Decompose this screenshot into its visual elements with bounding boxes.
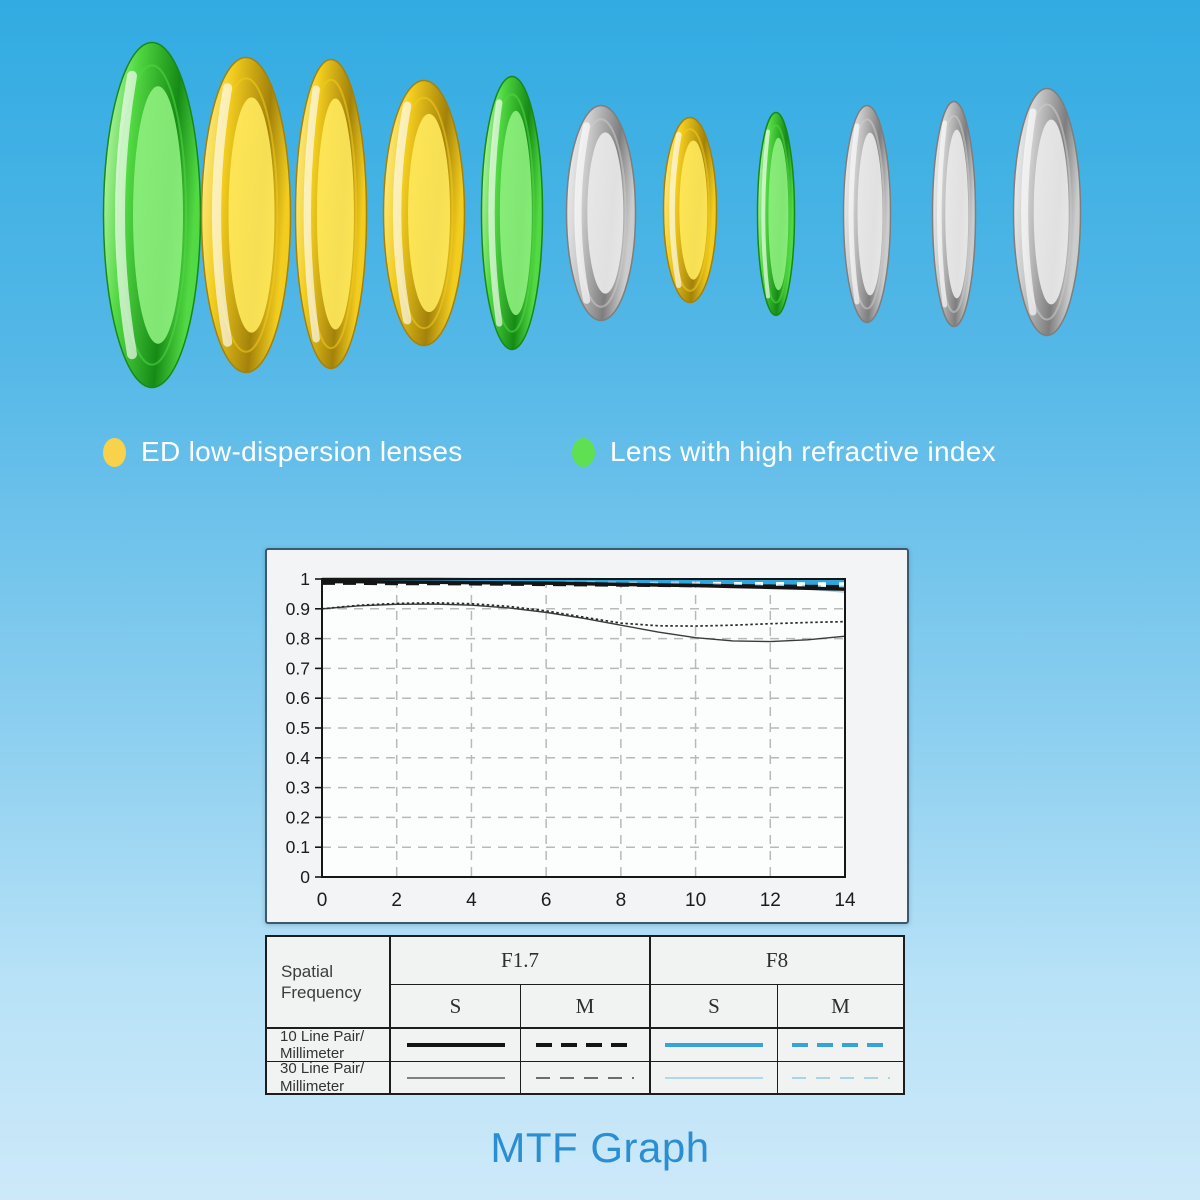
x-tick-label: 10 (685, 890, 706, 911)
line-sample-f8-m-30lp (778, 1062, 903, 1093)
lens-element-7-icon (662, 116, 718, 309)
x-tick-label: 4 (466, 890, 477, 911)
table-subheader-m: M (521, 985, 651, 1029)
y-tick-label: 0 (300, 867, 310, 887)
mtf-curve (322, 581, 846, 589)
table-group-f1.7: F1.7 (391, 937, 651, 985)
line-sample-f1.7-m-10lp (521, 1029, 651, 1062)
y-tick-label: 0.9 (286, 599, 310, 619)
lens-element-2-icon (200, 56, 292, 379)
legend-label: ED low-dispersion lenses (141, 436, 463, 467)
y-tick-label: 0.5 (286, 718, 310, 738)
x-tick-label: 12 (760, 890, 781, 911)
line-sample-f1.7-s-30lp (391, 1062, 521, 1093)
lens-element-8-icon (756, 111, 796, 322)
lens-element-9-icon (842, 104, 892, 329)
mtf-curve (321, 601, 846, 627)
line-sample-f8-m-10lp (778, 1029, 903, 1062)
lens-element-11-icon (1012, 87, 1082, 342)
y-tick-label: 0.6 (286, 688, 310, 708)
line-sample-f8-s-10lp (651, 1029, 778, 1062)
lens-legend: ED low-dispersion lenses Lens with high … (0, 436, 1200, 476)
table-subheader-m: M (778, 985, 903, 1029)
table-subheader-s: S (651, 985, 778, 1029)
y-tick-label: 0.2 (286, 807, 310, 827)
x-tick-label: 2 (391, 890, 402, 911)
page-title: MTF Graph (490, 1124, 710, 1171)
lens-element-4-icon (382, 79, 466, 352)
line-sample-f1.7-s-10lp (391, 1029, 521, 1062)
y-tick-label: 0.7 (286, 658, 310, 678)
mtf-chart: 00.10.20.30.40.50.60.70.80.910 2 4 6 8 10 12 14 (286, 569, 856, 911)
mtf-legend-table: Spatial Frequency F1.7 F8 S M S M 10 Lin… (265, 935, 905, 1095)
line-sample-f8-s-30lp (651, 1062, 778, 1093)
mtf-curve (321, 603, 846, 643)
lens-element-1-icon (102, 41, 202, 394)
green-dot-icon (572, 437, 595, 467)
legend-item-ed-lenses: ED low-dispersion lenses (103, 436, 463, 468)
line-sample-f1.7-m-30lp (521, 1062, 651, 1093)
table-corner-label: Spatial Frequency (267, 937, 391, 1029)
table-row-label-10lp: 10 Line Pair/ Millimeter (267, 1028, 391, 1062)
x-tick-label: 0 (317, 890, 328, 911)
table-row-label-30lp: 30 Line Pair/ Millimeter (267, 1060, 391, 1095)
lens-element-3-icon (294, 58, 368, 375)
y-tick-label: 1 (300, 569, 310, 589)
legend-label: Lens with high refractive index (610, 436, 996, 467)
y-tick-label: 0.8 (286, 629, 310, 649)
x-tick-label: 6 (541, 890, 552, 911)
legend-item-high-refractive: Lens with high refractive index (572, 436, 996, 468)
x-tick-label: 8 (616, 890, 627, 911)
y-tick-label: 0.1 (286, 837, 310, 857)
y-tick-label: 0.4 (286, 748, 311, 768)
lens-element-10-icon (931, 100, 977, 333)
lens-element-5-icon (480, 75, 544, 356)
y-tick-label: 0.3 (286, 778, 310, 798)
yellow-dot-icon (103, 437, 126, 467)
table-group-f8: F8 (651, 937, 903, 985)
lens-element-6-icon (565, 104, 637, 327)
table-subheader-s: S (391, 985, 521, 1029)
mtf-chart-panel: 0 0.1 0.2 0.3 0.4 0.5 0.6 0.7 0.8 0.9 1 0 2 4 6 8 10 12 14 (265, 548, 909, 924)
x-tick-label: 14 (834, 890, 856, 911)
